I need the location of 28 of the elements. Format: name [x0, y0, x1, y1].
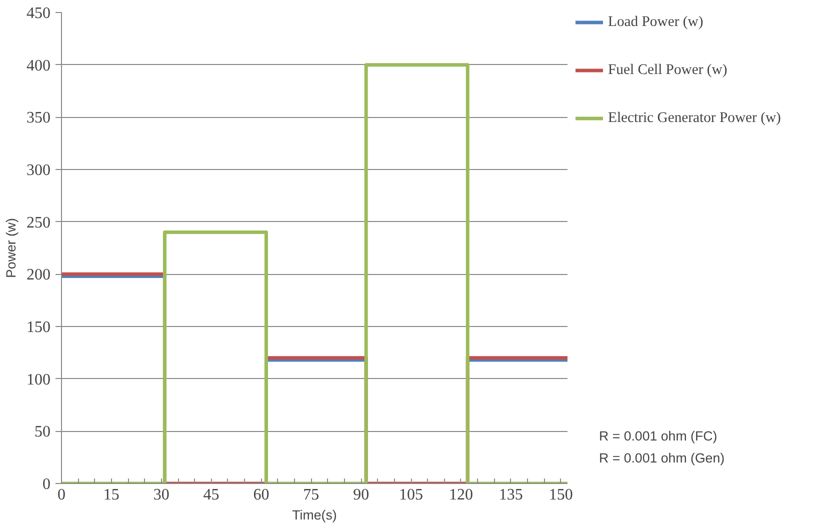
text: R = 0.001 ohm (FC) [599, 428, 718, 444]
x-tick-label: 15 [103, 486, 120, 504]
y-tick-label: 100 [26, 371, 50, 388]
x-tick-label: 105 [399, 486, 424, 504]
y-tick-label: 0 [42, 476, 50, 493]
legend-label: Fuel Cell Power (w) [608, 62, 728, 78]
x-tick-label: 135 [498, 486, 523, 504]
y-tick-label: 200 [26, 266, 50, 284]
y-tick-label: 150 [26, 319, 50, 336]
y-tick-label: 250 [26, 214, 50, 232]
x-tick-label: 45 [203, 486, 220, 504]
y-axis-title: Power (w) [4, 218, 18, 278]
x-tick-label: 120 [448, 486, 473, 504]
x-tick-label: 0 [58, 486, 66, 504]
y-tick-label: 450 [26, 5, 50, 22]
y-tick-label: 400 [26, 57, 50, 74]
legend-label: Electric Generator Power (w) [608, 110, 781, 126]
legend-label: Load Power (w) [608, 14, 704, 30]
y-tick-label: 50 [34, 424, 50, 441]
x-tick-label: 75 [303, 486, 320, 504]
x-axis-title: Time(s) [292, 508, 337, 522]
x-tick-label: 30 [153, 486, 170, 504]
y-tick-label: 300 [26, 162, 50, 179]
x-tick-label: 60 [253, 486, 270, 504]
x-tick-label: 90 [353, 486, 370, 504]
x-tick-label: 150 [548, 486, 573, 504]
y-tick-label: 350 [26, 110, 50, 127]
text: R = 0.001 ohm (Gen) [599, 450, 725, 466]
